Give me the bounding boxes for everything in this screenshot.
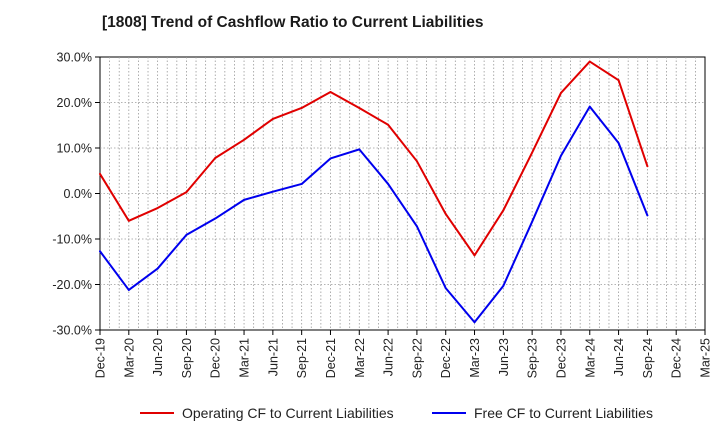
data-point-0 bbox=[416, 160, 418, 163]
chart-title: [1808] Trend of Cashflow Ratio to Curren… bbox=[102, 14, 484, 31]
x-tick-label: Jun-22 bbox=[382, 338, 396, 376]
data-point-0 bbox=[617, 79, 620, 82]
data-point-0 bbox=[444, 213, 447, 215]
x-tick-label: Mar-20 bbox=[122, 338, 136, 378]
data-point-1 bbox=[531, 220, 534, 223]
data-point-0 bbox=[387, 123, 389, 126]
data-point-1 bbox=[617, 142, 620, 144]
x-tick-label: Dec-24 bbox=[670, 338, 684, 378]
x-tick-label: Sep-24 bbox=[641, 338, 655, 378]
data-point-0 bbox=[156, 207, 159, 209]
x-tick-label: Dec-21 bbox=[324, 338, 338, 378]
data-point-0 bbox=[588, 60, 591, 63]
data-point-1 bbox=[358, 148, 361, 151]
data-point-1 bbox=[185, 234, 188, 236]
data-point-1 bbox=[646, 214, 649, 217]
x-tick-label: Mar-24 bbox=[583, 338, 597, 378]
data-point-0 bbox=[99, 173, 101, 175]
x-tick-label: Dec-19 bbox=[94, 338, 108, 378]
data-point-1 bbox=[99, 250, 101, 253]
data-point-0 bbox=[646, 165, 649, 168]
data-point-0 bbox=[560, 92, 562, 94]
data-point-0 bbox=[214, 157, 217, 159]
x-tick-label: Jun-24 bbox=[612, 338, 626, 376]
data-point-1 bbox=[387, 183, 389, 185]
x-tick-label: Jun-23 bbox=[497, 338, 511, 376]
data-point-1 bbox=[502, 284, 505, 287]
legend-label-operating-cf: Operating CF to Current Liabilities bbox=[182, 405, 394, 421]
x-tick-label: Sep-23 bbox=[526, 338, 540, 378]
data-point-1 bbox=[329, 157, 332, 160]
data-point-1 bbox=[444, 287, 447, 290]
data-point-0 bbox=[243, 138, 245, 141]
data-point-0 bbox=[502, 209, 505, 212]
x-tick-label: Sep-22 bbox=[410, 338, 424, 378]
x-tick-label: Sep-20 bbox=[180, 338, 194, 378]
x-tick-label: Dec-22 bbox=[439, 338, 453, 378]
data-point-1 bbox=[416, 225, 418, 228]
data-point-1 bbox=[156, 267, 159, 270]
data-point-1 bbox=[243, 198, 245, 201]
x-tick-label: Mar-21 bbox=[238, 338, 252, 378]
y-tick-label: 0.0% bbox=[64, 187, 93, 201]
y-tick-label: 30.0% bbox=[57, 51, 92, 65]
legend-label-free-cf: Free CF to Current Liabilities bbox=[474, 405, 653, 421]
x-tick-label: Jun-20 bbox=[151, 338, 165, 376]
data-point-0 bbox=[329, 91, 332, 93]
y-tick-label: -20.0% bbox=[52, 278, 92, 292]
data-point-1 bbox=[271, 190, 274, 193]
data-point-0 bbox=[473, 254, 476, 257]
data-point-1 bbox=[588, 105, 591, 108]
legend-item-free-cf: Free CF to Current Liabilities bbox=[432, 405, 653, 421]
data-point-0 bbox=[531, 151, 534, 154]
x-tick-label: Mar-22 bbox=[353, 338, 367, 378]
legend-swatch-operating-cf bbox=[140, 412, 174, 414]
data-point-0 bbox=[185, 191, 188, 194]
x-tick-label: Sep-21 bbox=[295, 338, 309, 378]
y-tick-label: -30.0% bbox=[52, 324, 92, 338]
legend-item-operating-cf: Operating CF to Current Liabilities bbox=[140, 405, 394, 421]
legend-swatch-free-cf bbox=[432, 412, 466, 414]
legend: Operating CF to Current Liabilities Free… bbox=[0, 405, 720, 425]
x-tick-label: Mar-23 bbox=[468, 338, 482, 378]
x-tick-label: Jun-21 bbox=[266, 338, 280, 376]
data-point-1 bbox=[127, 289, 130, 291]
data-point-0 bbox=[358, 107, 361, 109]
x-tick-label: Dec-20 bbox=[209, 338, 223, 378]
data-point-1 bbox=[560, 154, 562, 157]
y-tick-label: 10.0% bbox=[57, 142, 92, 156]
data-point-0 bbox=[300, 107, 303, 109]
series-line-0 bbox=[99, 60, 649, 257]
series-line-1 bbox=[99, 105, 649, 324]
data-point-0 bbox=[127, 219, 130, 222]
data-point-1 bbox=[214, 217, 217, 220]
x-tick-label: Dec-23 bbox=[554, 338, 568, 378]
data-point-0 bbox=[271, 117, 274, 120]
x-tick-label: Mar-25 bbox=[699, 338, 713, 378]
data-point-1 bbox=[473, 321, 476, 324]
y-tick-label: 20.0% bbox=[57, 96, 92, 110]
data-point-1 bbox=[300, 183, 303, 185]
y-tick-label: -10.0% bbox=[52, 233, 92, 247]
